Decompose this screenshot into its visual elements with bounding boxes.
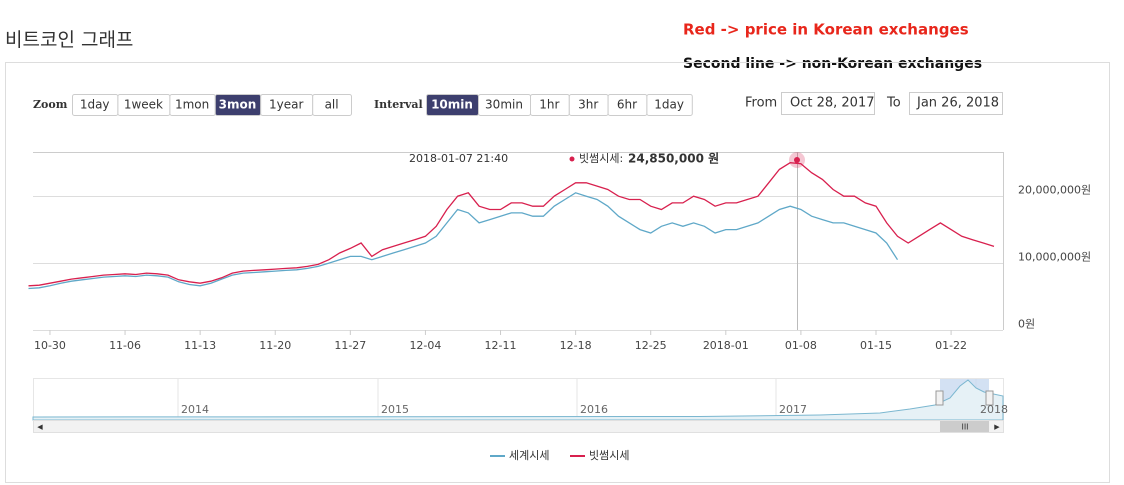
x-tick-label: 11-06	[109, 339, 141, 352]
x-tick-label: 12-04	[409, 339, 441, 352]
navigator	[33, 378, 1004, 421]
button-label: 1mon	[175, 98, 209, 112]
x-tick-label: 10-30	[34, 339, 66, 352]
to-label: To	[886, 96, 901, 111]
x-tick-label: 12-11	[485, 339, 517, 352]
y-tick-label: 0원	[1018, 318, 1035, 331]
from-input[interactable]	[781, 92, 875, 115]
x-tick-label: 11-13	[184, 339, 216, 352]
to-input[interactable]	[909, 92, 1003, 115]
button[interactable]	[646, 94, 693, 116]
button-label: 1day	[654, 98, 684, 112]
button-label: 1day	[80, 98, 110, 112]
tooltip-series: 빗썸시세:	[579, 152, 623, 165]
button-label: 3hr	[578, 98, 598, 112]
to-date: Jan 26, 2018	[916, 96, 999, 111]
annotation: Red -> price in Korean exchanges	[683, 21, 969, 39]
x-tick-label: 11-27	[334, 339, 366, 352]
page-title: 비트코인 그래프	[5, 29, 133, 51]
from-date: Oct 28, 2017	[790, 96, 875, 111]
navigator-label: 2016	[580, 403, 608, 416]
navigator-label: 2018	[980, 403, 1008, 416]
button-label: 6hr	[617, 98, 637, 112]
tooltip-time: 2018-01-07 21:40	[409, 152, 508, 165]
navigator-label: 2015	[381, 403, 409, 416]
button[interactable]	[312, 94, 353, 116]
hover-point	[794, 157, 800, 163]
x-tick-label: 2018-01	[703, 339, 749, 352]
tooltip-value: 24,850,000 원	[628, 152, 719, 166]
interval-label: Interval	[374, 98, 423, 111]
scrollbar-grip: III	[961, 423, 968, 432]
panel	[5, 62, 1110, 483]
legend-label[interactable]: 빗썸시세	[589, 449, 629, 462]
button-label: 30min	[485, 98, 523, 112]
series-line	[28, 162, 995, 287]
y-tick-label: 20,000,000원	[1018, 184, 1091, 197]
x-tick-label: 12-25	[635, 339, 667, 352]
y-tick-label: 10,000,000원	[1018, 251, 1091, 264]
tooltip-dot	[569, 156, 575, 162]
button-label: all	[325, 98, 339, 112]
navigator-label: 2017	[779, 403, 807, 416]
zoom-label: Zoom	[33, 98, 68, 111]
button-label: 3mon	[219, 98, 257, 112]
x-tick-label: 01-15	[860, 339, 892, 352]
button-label: 10min	[431, 98, 473, 112]
x-tick-label: 01-22	[935, 339, 967, 352]
button-label: 1year	[269, 98, 303, 112]
navigator-handle[interactable]	[935, 390, 944, 406]
scrollbar-thumb[interactable]	[940, 421, 989, 432]
navigator-handle[interactable]	[985, 390, 994, 406]
from-label: From	[745, 96, 777, 111]
x-tick-label: 01-08	[785, 339, 817, 352]
scroll-right[interactable]: ▶	[994, 423, 1000, 431]
legend-label[interactable]: 세계시세	[509, 449, 549, 462]
scrollbar[interactable]	[33, 420, 1004, 433]
scroll-left[interactable]: ◀	[37, 423, 43, 431]
button-label: 1hr	[539, 98, 559, 112]
navigator-label: 2014	[181, 403, 209, 416]
x-tick-label: 11-20	[259, 339, 291, 352]
button-label: 1week	[124, 98, 163, 112]
x-tick-label: 12-18	[560, 339, 592, 352]
series-line	[28, 192, 899, 290]
navigator-line	[32, 379, 1004, 421]
annotation: Second line -> non-Korean exchanges	[683, 56, 982, 72]
